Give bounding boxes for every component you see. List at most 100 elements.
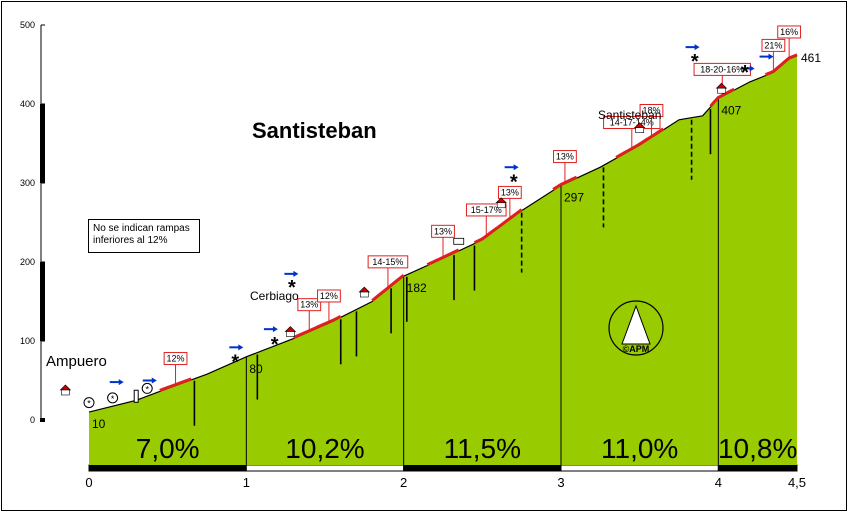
place-name: Ampuero [46, 353, 107, 370]
arrow-head-icon [272, 326, 278, 333]
place-name: Cerbiago [250, 289, 299, 303]
ramp-label: 18-20-16% [700, 64, 744, 74]
asterisk-icon: * [271, 334, 279, 356]
x-tick-label: 4 [715, 475, 722, 490]
circle-marker-star: * [111, 394, 115, 404]
circle-marker-icon [107, 392, 119, 404]
ramp-label: 14-17-14% [610, 118, 654, 128]
chart-title: Santisteban [252, 118, 377, 143]
y-tick-label: 100 [20, 336, 35, 346]
y-axis-band [40, 104, 45, 183]
ramp-label-box [497, 185, 522, 199]
km-gradient-label: 11,0% [601, 433, 678, 464]
asterisk-icon: * [691, 51, 699, 73]
asterisk-icon: * [741, 62, 749, 84]
y-tick-label: 200 [20, 257, 35, 267]
elevation-label: 80 [249, 362, 263, 376]
ramp-label-box [603, 116, 661, 130]
village-icon [284, 326, 297, 332]
x-tick-label: 4,5 [788, 475, 806, 490]
ramp-label: 12% [167, 354, 185, 364]
y-tick-label: 0 [30, 415, 35, 425]
apm-logo-text: ©APM [623, 344, 650, 354]
village-icon-body [635, 127, 644, 133]
village-icon-body [286, 331, 295, 337]
village-icon-body [61, 389, 70, 396]
asterisk-icon: * [288, 277, 296, 299]
circle-marker-icon [83, 397, 95, 409]
arrow-head-icon [694, 44, 700, 51]
arrow-head-icon [118, 379, 124, 386]
elevation-label: 461 [801, 51, 821, 65]
circle-marker-star: * [145, 384, 149, 394]
y-tick-label: 500 [20, 20, 35, 30]
ramp-label-box [163, 352, 188, 366]
ramp-label: 13% [556, 152, 574, 162]
x-tick-label: 1 [243, 475, 250, 490]
house-icon [715, 82, 728, 89]
ladder-icon [133, 389, 139, 403]
x-tick-label: 0 [85, 475, 92, 490]
arrow-head-icon [513, 164, 519, 171]
building-icon [453, 237, 465, 245]
ramp-label: 12% [320, 291, 338, 301]
x-axis-band [245, 464, 405, 472]
marker-layer: * * * * * * * * * ©APM [59, 44, 774, 409]
label-layer: 10 80 182 297 407 461 Ampuero Cerbiago Santisteb… [46, 51, 821, 431]
ramp-label: 15-17% [471, 205, 502, 215]
arrow-head-icon [768, 53, 774, 60]
house-icon-body [496, 202, 506, 209]
ramp-label-box [553, 150, 577, 164]
apm-logo-mountain [621, 304, 651, 345]
ramp-label-box [297, 298, 322, 312]
x-tick-label: 2 [400, 475, 407, 490]
house-icon-body [717, 87, 726, 94]
arrow-head-icon [749, 65, 755, 72]
arrow-head-icon [293, 270, 299, 277]
ramp-layer: 12%13%12%14-15%13%15-17%13%13%14-17-14%1… [159, 25, 802, 392]
house-icon-body [360, 291, 369, 298]
ramp-label-box [431, 224, 455, 238]
y-tick-label: 400 [20, 99, 35, 109]
place-name: Santisteban [598, 108, 661, 122]
ramp-label-box [317, 289, 341, 303]
x-axis-band [88, 464, 247, 472]
ramp-label: 16% [780, 27, 798, 37]
ramp-label-box [465, 203, 507, 217]
asterisk-icon: * [510, 171, 518, 193]
elevation-label: 182 [407, 281, 427, 295]
y-axis-band [40, 262, 45, 341]
ramp-label: 21% [764, 40, 782, 50]
elevation-label: 10 [92, 417, 106, 431]
ramp-label: 13% [300, 300, 318, 310]
ramp-label-box [777, 25, 802, 39]
ramp-label-box [761, 38, 786, 52]
y-tick-label: 300 [20, 178, 35, 188]
profile-area [89, 55, 797, 466]
x-axis-band [717, 464, 798, 472]
ramp-note: No se indican rampas inferiores al 12% [88, 219, 200, 253]
x-axis-band [560, 464, 719, 472]
ramp-label: 14-15% [372, 257, 403, 267]
circle-marker-star: * [87, 399, 91, 409]
house-icon [358, 286, 371, 293]
km-gradient-label: 10,2% [285, 433, 364, 464]
ramp-label: 13% [434, 226, 452, 236]
km-gradient-label: 7,0% [136, 433, 200, 464]
arrow-head-icon [238, 344, 244, 351]
ramp-label: 13% [501, 187, 519, 197]
km-gradient-label: 11,5% [444, 433, 521, 464]
circle-marker-icon [141, 382, 153, 394]
asterisk-icon: * [231, 351, 239, 373]
km-gradient-label: 10,8% [718, 433, 797, 464]
ramp-label: 18% [642, 105, 660, 115]
x-axis-band [403, 464, 562, 472]
ramp-label-box [367, 255, 409, 269]
x-tick-label: 3 [557, 475, 564, 490]
km-layer: 7,0% 10,2% 11,5% 11,0% 10,8% [136, 98, 797, 465]
elevation-label: 297 [564, 190, 584, 204]
arrow-head-icon [151, 377, 157, 384]
village-icon [59, 384, 72, 391]
